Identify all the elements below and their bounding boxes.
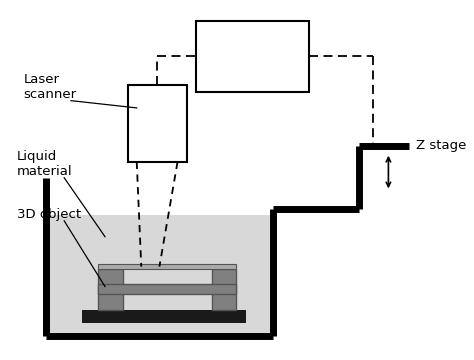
Text: Computer
control
system: Computer control system: [219, 35, 285, 78]
Text: Z stage: Z stage: [416, 139, 466, 153]
Text: Liquid
material: Liquid material: [17, 150, 72, 178]
Bar: [82, 310, 246, 323]
Bar: [98, 269, 123, 310]
Bar: [211, 269, 237, 310]
Text: Laser
scanner: Laser scanner: [23, 73, 76, 101]
Bar: [98, 284, 237, 294]
Bar: [98, 264, 237, 269]
Text: 3D object: 3D object: [17, 207, 81, 221]
Bar: [49, 215, 270, 333]
Bar: [196, 21, 309, 91]
Bar: [128, 85, 187, 162]
